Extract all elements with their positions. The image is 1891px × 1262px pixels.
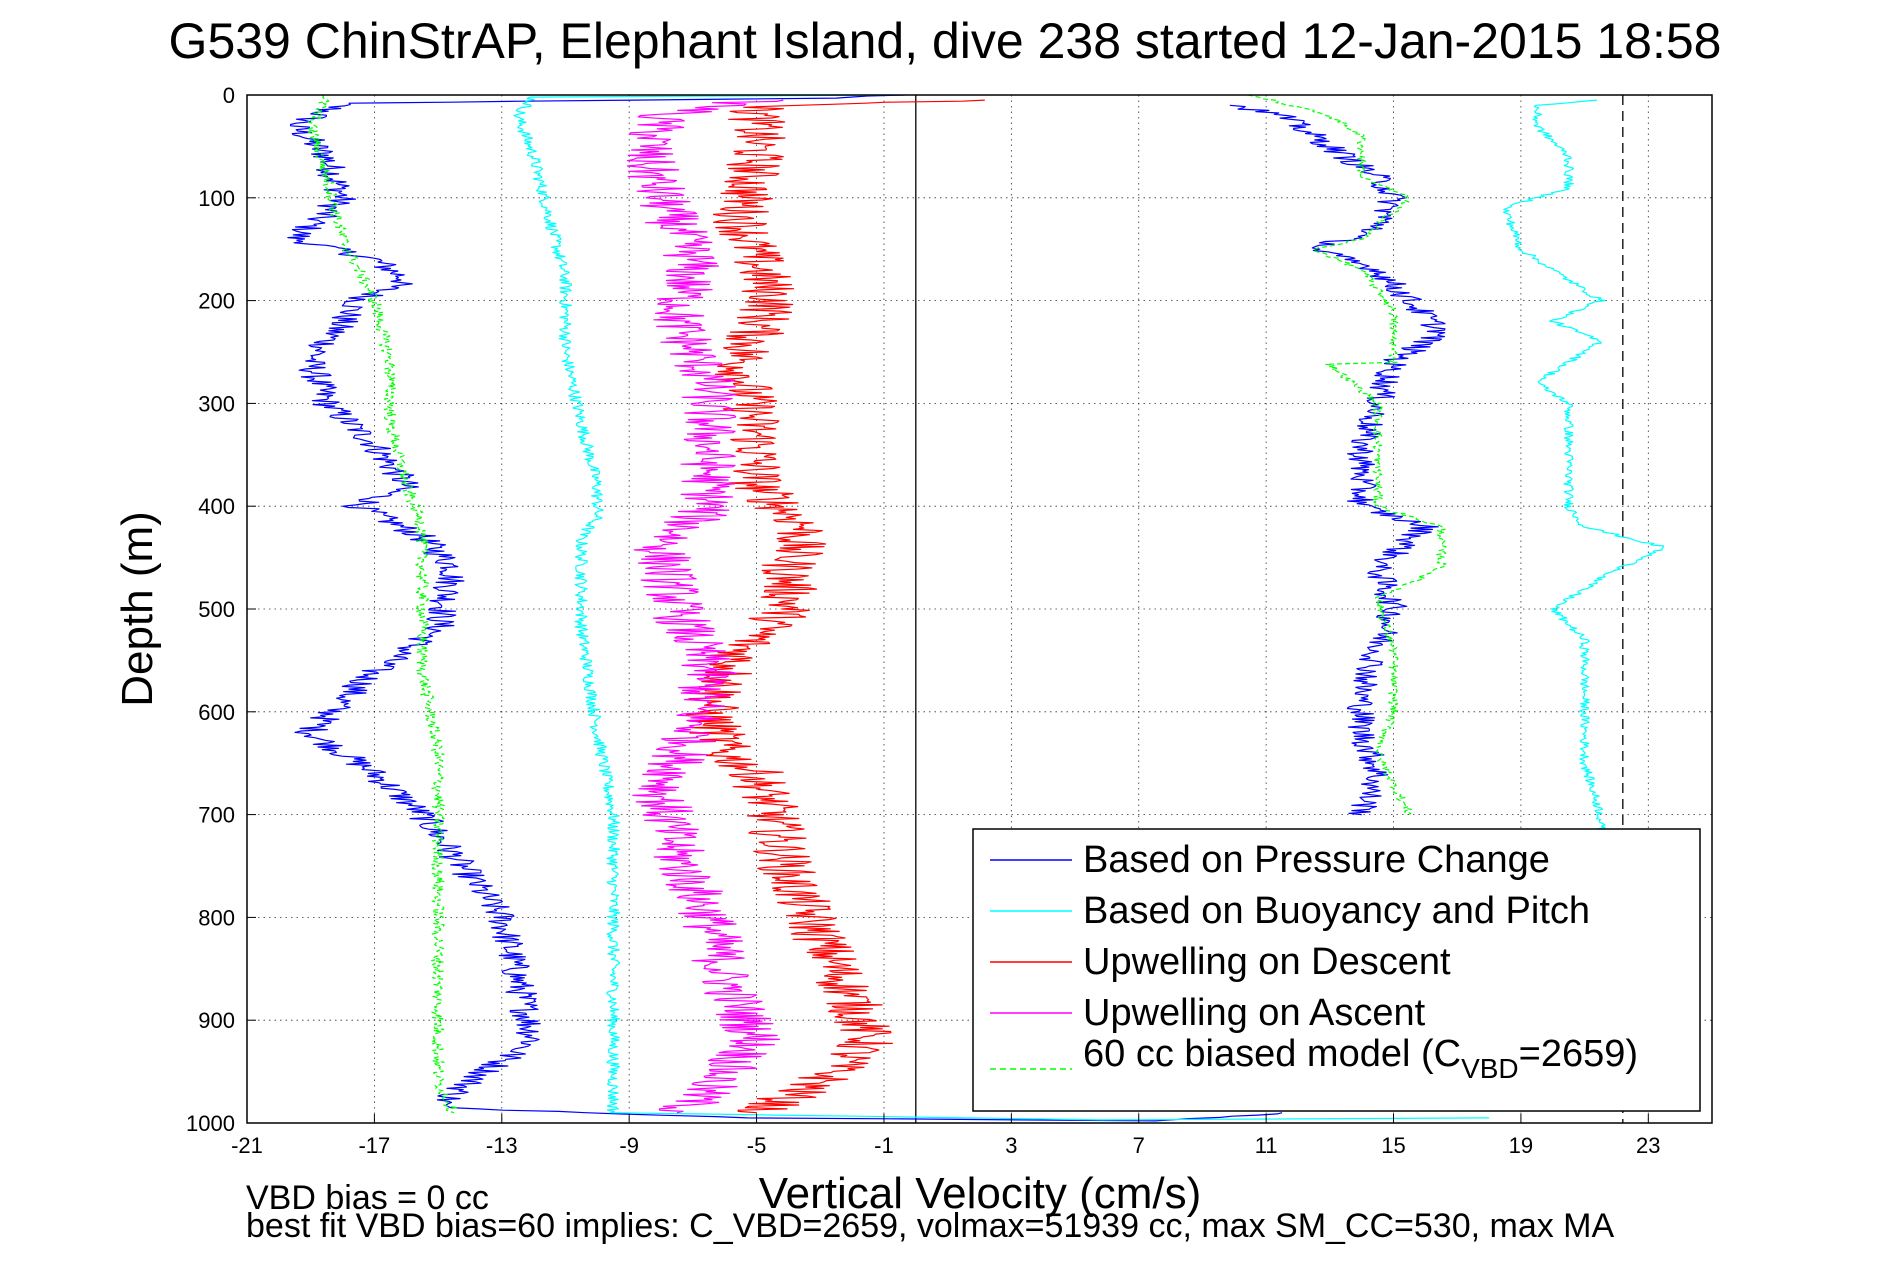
legend-label-buoyancy-pitch: Based on Buoyancy and Pitch — [1083, 890, 1590, 932]
legend-label-upwelling-ascent: Upwelling on Ascent — [1083, 992, 1426, 1034]
y-tick-label: 300 — [198, 391, 235, 416]
series-layer — [287, 95, 1665, 1122]
y-tick-label: 100 — [198, 186, 235, 211]
series-line-6 — [1247, 95, 1447, 816]
x-tick-label: -17 — [358, 1133, 390, 1158]
legend-label-pressure-change: Based on Pressure Change — [1083, 839, 1550, 881]
y-tick-label: 800 — [198, 905, 235, 930]
best-fit-note: best fit VBD bias=60 implies: C_VBD=2659… — [246, 1207, 1615, 1245]
legend-box — [972, 828, 1701, 1112]
series-line-5 — [1229, 104, 1446, 816]
vbd-bias-note: VBD bias = 0 cc — [246, 1179, 489, 1217]
x-tick-label: 15 — [1381, 1133, 1405, 1158]
y-tick-label: 900 — [198, 1008, 235, 1033]
x-tick-label: 23 — [1636, 1133, 1660, 1158]
x-tick-label: 7 — [1133, 1133, 1145, 1158]
y-tick-label: 500 — [198, 597, 235, 622]
y-tick-label: 200 — [198, 289, 235, 314]
series-line-2 — [685, 99, 985, 1114]
y-tick-label: 700 — [198, 803, 235, 828]
axis-ticks: -21 -17 -13 -9 -5 -1 3 7 11 15 19 23010020030040050… — [186, 83, 1660, 1158]
x-tick-label: -5 — [747, 1133, 767, 1158]
series-line-0 — [287, 95, 1283, 1122]
series-line-1 — [513, 95, 1490, 1121]
y-tick-label: 1000 — [186, 1111, 235, 1136]
x-tick-label: -1 — [874, 1133, 894, 1158]
y-tick-label: 400 — [198, 494, 235, 519]
legend: Based on Pressure Change Based on Buoyan… — [972, 828, 1701, 1112]
x-tick-label: -9 — [619, 1133, 639, 1158]
x-tick-label: -21 — [231, 1133, 263, 1158]
x-tick-label: 19 — [1509, 1133, 1533, 1158]
legend-label-upwelling-descent: Upwelling on Descent — [1083, 941, 1451, 983]
y-axis-label: Depth (m) — [113, 511, 162, 707]
y-tick-label: 0 — [223, 83, 235, 108]
chart-title: G539 ChinStrAP, Elephant Island, dive 23… — [169, 13, 1722, 69]
series-line-7 — [1502, 99, 1665, 831]
y-tick-label: 600 — [198, 700, 235, 725]
x-tick-label: 3 — [1005, 1133, 1017, 1158]
series-line-4 — [306, 95, 459, 1114]
x-tick-label: -13 — [486, 1133, 518, 1158]
legend-label-biased-model: 60 cc biased model (CVBD=2659) — [1083, 1033, 1638, 1084]
x-axis-label: Vertical Velocity (cm/s) — [759, 1169, 1202, 1218]
x-tick-label: 11 — [1255, 1133, 1278, 1158]
series-line-3 — [626, 99, 784, 1114]
